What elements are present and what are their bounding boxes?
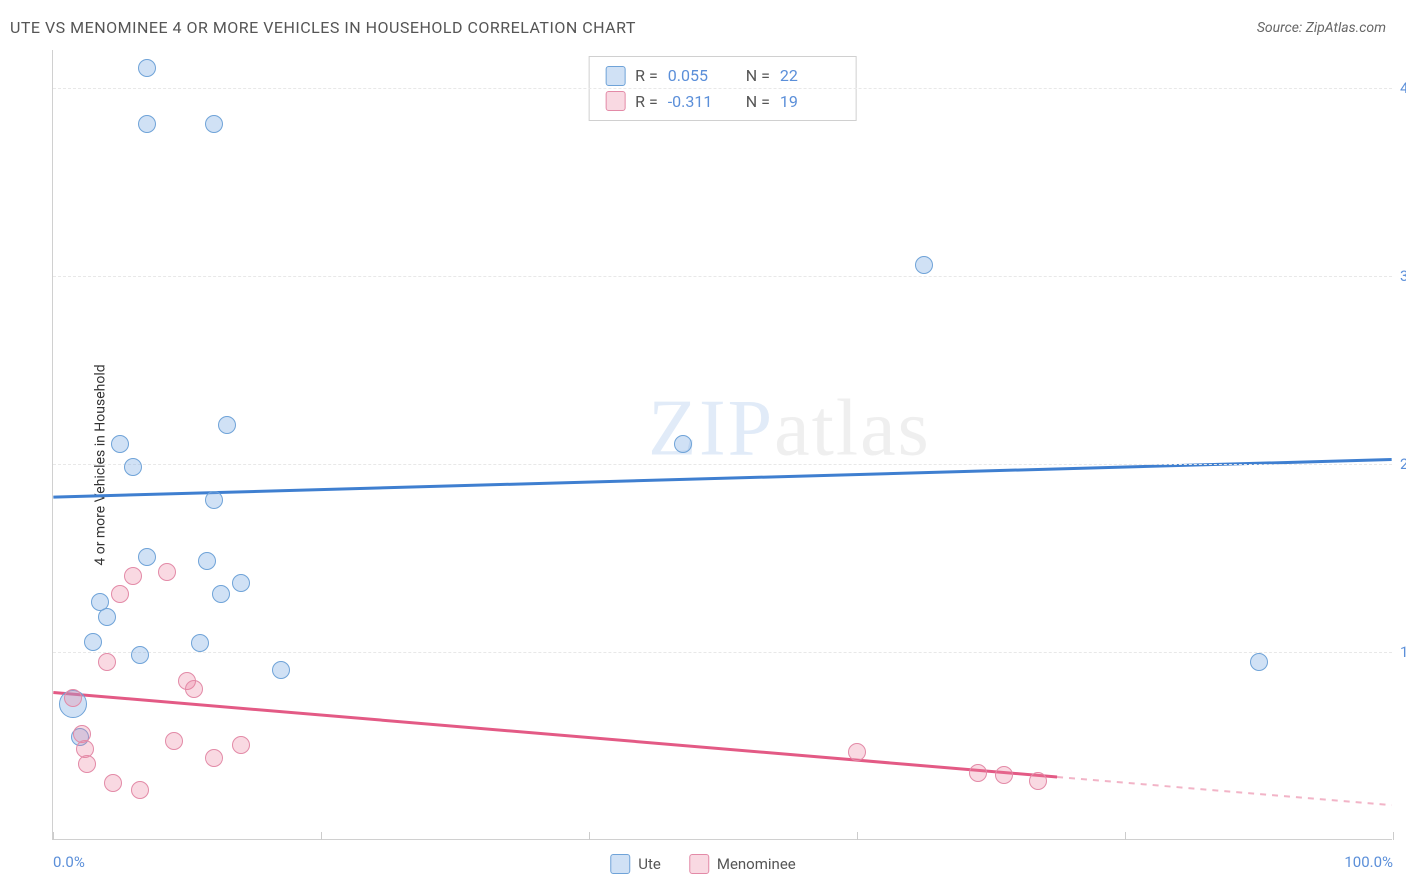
data-point: [272, 661, 290, 679]
watermark: ZIPatlas: [648, 383, 931, 474]
n-label: N =: [738, 89, 770, 115]
legend-label: Menominee: [717, 855, 796, 873]
trendline-dashed: [1057, 777, 1392, 805]
stats-row: R = -0.311 N = 19: [605, 89, 840, 115]
data-point: [995, 766, 1013, 784]
series-swatch: [605, 66, 625, 86]
xtick: [857, 832, 858, 840]
data-point: [98, 653, 116, 671]
xtick: [1393, 832, 1394, 840]
data-point: [205, 491, 223, 509]
data-point: [969, 764, 987, 782]
n-value: 19: [780, 89, 840, 115]
data-point: [232, 736, 250, 754]
data-point: [98, 608, 116, 626]
ytick-label: 10.0%: [1400, 643, 1406, 661]
data-point: [212, 585, 230, 603]
legend-item: Menominee: [689, 854, 796, 874]
data-point: [138, 59, 156, 77]
data-point: [124, 567, 142, 585]
data-point: [915, 256, 933, 274]
chart-container: 4 or more Vehicles in Household ZIPatlas…: [10, 50, 1396, 880]
r-label: R =: [635, 89, 658, 115]
data-point: [848, 743, 866, 761]
plot-area: ZIPatlas R = 0.055 N = 22R = -0.311 N = 19 1…: [52, 50, 1392, 840]
series-swatch: [605, 91, 625, 111]
data-point: [165, 732, 183, 750]
data-point: [674, 435, 692, 453]
legend-item: Ute: [610, 854, 661, 874]
data-point: [232, 574, 250, 592]
gridline: [53, 464, 1392, 465]
r-value: 0.055: [668, 63, 728, 89]
data-point: [131, 781, 149, 799]
data-point: [111, 435, 129, 453]
data-point: [104, 774, 122, 792]
data-point: [84, 633, 102, 651]
source-credit: Source: ZipAtlas.com: [1257, 20, 1386, 36]
data-point: [198, 552, 216, 570]
data-point: [138, 548, 156, 566]
gridline: [53, 652, 1392, 653]
data-point: [205, 749, 223, 767]
trendlines-svg: [53, 50, 1392, 839]
xtick-label: 100.0%: [1344, 853, 1393, 871]
data-point: [64, 689, 82, 707]
gridline: [53, 276, 1392, 277]
legend-swatch: [610, 854, 630, 874]
data-point: [158, 563, 176, 581]
bottom-legend: Ute Menominee: [610, 854, 795, 874]
trendline: [53, 692, 1057, 777]
data-point: [1029, 772, 1047, 790]
data-point: [185, 680, 203, 698]
stats-row: R = 0.055 N = 22: [605, 63, 840, 89]
legend-swatch: [689, 854, 709, 874]
xtick: [53, 832, 54, 840]
data-point: [131, 646, 149, 664]
gridline: [53, 88, 1392, 89]
data-point: [111, 585, 129, 603]
data-point: [218, 416, 236, 434]
data-point: [138, 115, 156, 133]
r-value: -0.311: [668, 89, 728, 115]
xtick: [589, 832, 590, 840]
r-label: R =: [635, 63, 658, 89]
xtick: [1125, 832, 1126, 840]
trendline: [53, 460, 1391, 498]
ytick-label: 40.0%: [1400, 79, 1406, 97]
data-point: [78, 755, 96, 773]
n-value: 22: [780, 63, 840, 89]
data-point: [124, 458, 142, 476]
data-point: [1250, 653, 1268, 671]
n-label: N =: [738, 63, 770, 89]
legend-label: Ute: [638, 855, 661, 873]
chart-title: UTE VS MENOMINEE 4 OR MORE VEHICLES IN H…: [10, 18, 636, 37]
data-point: [205, 115, 223, 133]
ytick-label: 20.0%: [1400, 455, 1406, 473]
data-point: [191, 634, 209, 652]
xtick-label: 0.0%: [53, 853, 85, 871]
xtick: [321, 832, 322, 840]
ytick-label: 30.0%: [1400, 267, 1406, 285]
